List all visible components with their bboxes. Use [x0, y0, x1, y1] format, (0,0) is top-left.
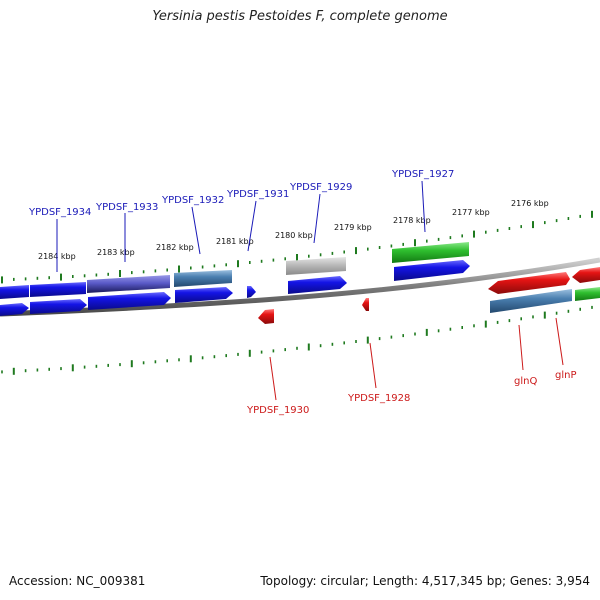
scale-label: 2179 kbp	[334, 223, 372, 232]
scale-label: 2176 kbp	[511, 199, 549, 208]
gene-feature[interactable]	[488, 272, 570, 294]
label-leaders	[56, 180, 564, 401]
cds-feature[interactable]	[0, 303, 29, 316]
cds-feature[interactable]	[394, 260, 470, 281]
cds-feature[interactable]	[88, 292, 171, 310]
gene-labels-top: YPDSF_1934 YPDSF_1933 YPDSF_1932 YPDSF_1…	[28, 169, 454, 218]
cds-feature[interactable]	[258, 309, 274, 324]
gene-label[interactable]: YPDSF_1930	[246, 405, 309, 416]
scale-label: 2180 kbp	[275, 231, 313, 240]
gene-feature[interactable]	[392, 242, 469, 263]
gene-feature[interactable]	[174, 270, 232, 287]
cds-feature[interactable]	[575, 287, 600, 301]
gene-feature[interactable]	[286, 257, 346, 275]
scale-label: 2177 kbp	[452, 208, 490, 217]
gene-label[interactable]: YPDSF_1928	[347, 393, 410, 404]
gene-label[interactable]: YPDSF_1929	[289, 182, 352, 193]
gene-label[interactable]: YPDSF_1934	[28, 207, 91, 218]
gene-feature[interactable]	[572, 267, 600, 283]
cds-track-forward	[0, 260, 600, 316]
gene-feature[interactable]	[30, 282, 86, 297]
map-title: Yersinia pestis Pestoides F, complete ge…	[152, 9, 448, 24]
cds-feature[interactable]	[362, 298, 369, 311]
gene-label[interactable]: glnP	[555, 370, 577, 381]
genome-backbone	[0, 257, 600, 317]
gene-feature[interactable]	[87, 275, 170, 293]
genome-summary: Topology: circular; Length: 4,517,345 bp…	[260, 574, 590, 588]
gene-feature[interactable]	[0, 285, 29, 299]
cds-feature[interactable]	[490, 289, 572, 313]
accession-label: Accession: NC_009381	[9, 574, 146, 588]
scale-ticks-bottom	[1, 305, 593, 375]
gene-label[interactable]: YPDSF_1932	[161, 195, 224, 206]
gene-labels-bottom: YPDSF_1930 YPDSF_1928 glnQ glnP	[246, 370, 577, 416]
gene-label[interactable]: YPDSF_1927	[391, 169, 454, 180]
cds-track-reverse	[258, 298, 369, 324]
cds-feature[interactable]	[30, 299, 87, 314]
cds-feature[interactable]	[288, 276, 347, 294]
gene-label[interactable]: glnQ	[514, 376, 537, 387]
scale-label: 2183 kbp	[97, 248, 135, 257]
cds-feature[interactable]	[175, 287, 233, 303]
scale-ticks-top	[1, 210, 593, 284]
scale-label: 2182 kbp	[156, 243, 194, 252]
gene-label[interactable]: YPDSF_1933	[95, 202, 158, 213]
scale-label: 2181 kbp	[216, 237, 254, 246]
gene-track-outer	[0, 242, 600, 299]
cds-feature[interactable]	[247, 286, 256, 298]
gene-label[interactable]: YPDSF_1931	[226, 189, 289, 200]
scale-label: 2178 kbp	[393, 216, 431, 225]
